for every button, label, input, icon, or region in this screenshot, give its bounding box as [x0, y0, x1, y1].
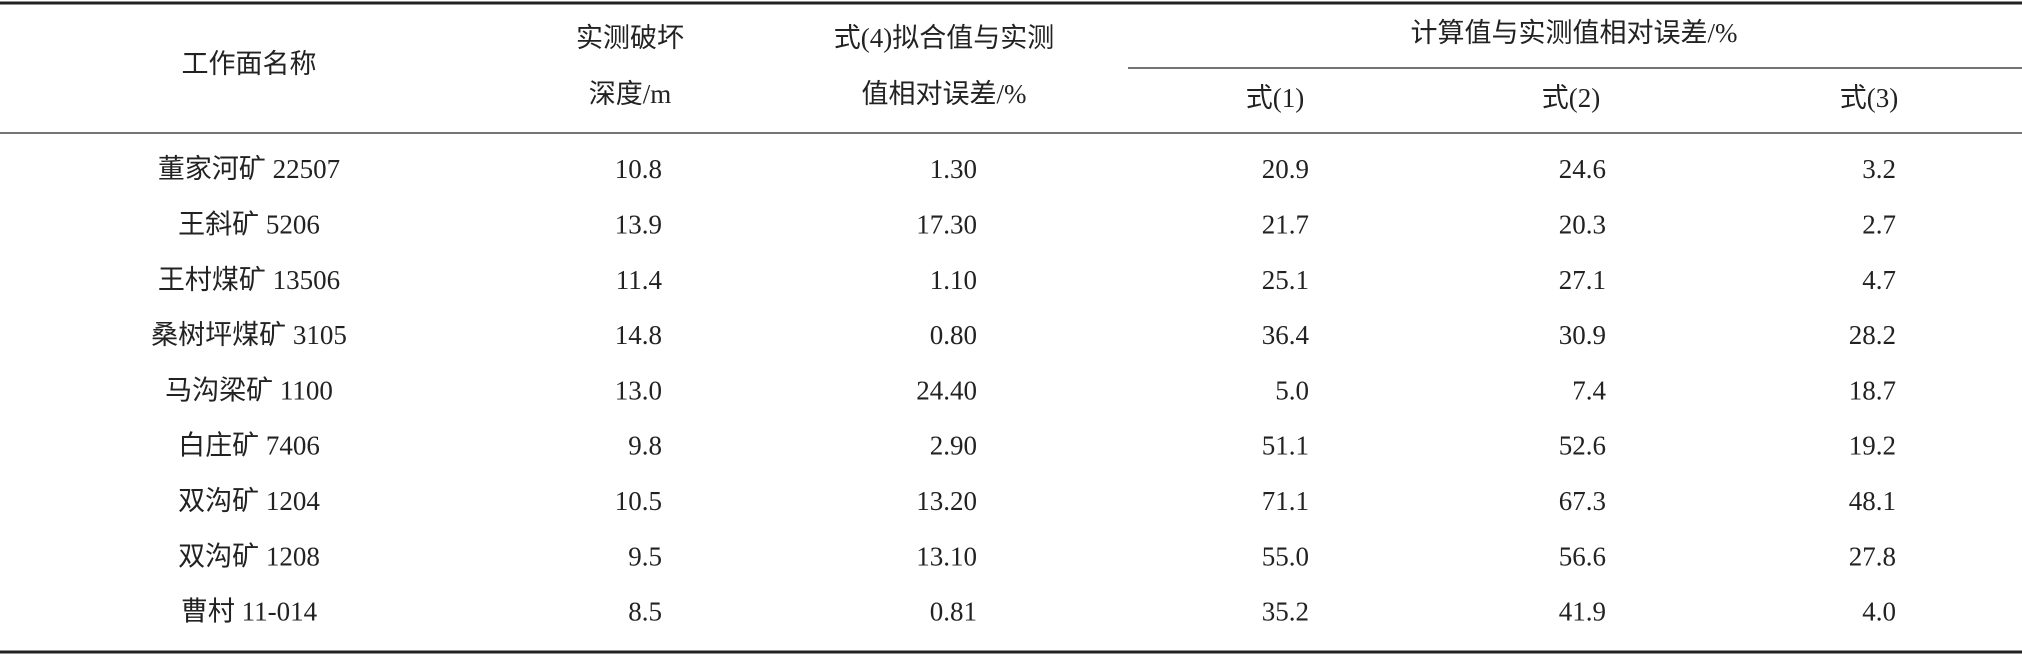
table-cell: 56.6	[1559, 541, 1606, 571]
table-cell: 双沟矿 1204	[178, 486, 320, 516]
table-cell: 9.5	[628, 541, 662, 571]
table-cell: 51.1	[1262, 431, 1309, 461]
table-cell: 王斜矿 5206	[178, 210, 320, 240]
table-cell: 36.4	[1262, 320, 1310, 350]
table-cell: 5.0	[1275, 375, 1309, 405]
table-cell: 0.81	[930, 597, 977, 627]
table-cell: 11.4	[616, 265, 663, 295]
table-cell: 白庄矿 7406	[178, 431, 320, 461]
table-cell: 20.3	[1559, 210, 1606, 240]
header-cell: 实测破坏	[576, 23, 684, 53]
table-cell: 双沟矿 1208	[178, 541, 320, 571]
table-cell: 2.7	[1862, 210, 1896, 240]
table-cell: 马沟梁矿 1100	[165, 375, 333, 405]
table-cell: 27.8	[1849, 541, 1896, 571]
header-cell: 式(1)	[1246, 83, 1304, 113]
table-cell: 28.2	[1849, 320, 1896, 350]
table-cell: 8.5	[628, 597, 662, 627]
table-cell: 18.7	[1849, 375, 1896, 405]
header-cell: 深度/m	[589, 79, 672, 109]
table-cell: 4.0	[1862, 597, 1896, 627]
table-cell: 67.3	[1559, 486, 1606, 516]
table-cell: 3.2	[1862, 154, 1896, 184]
table-cell: 王村煤矿 13506	[158, 265, 340, 295]
table-cell: 桑树坪煤矿 3105	[151, 320, 347, 350]
table-cell: 27.1	[1559, 265, 1606, 295]
table-cell: 52.6	[1559, 431, 1606, 461]
table-cell: 21.7	[1262, 210, 1309, 240]
table-cell: 19.2	[1849, 431, 1896, 461]
table-cell: 25.1	[1262, 265, 1309, 295]
table-cell: 10.5	[615, 486, 662, 516]
table-cell: 30.9	[1559, 320, 1606, 350]
table-cell: 13.0	[615, 375, 662, 405]
header-cell: 值相对误差/%	[862, 79, 1027, 109]
table-cell: 10.8	[615, 154, 662, 184]
header-cell: 式(3)	[1840, 83, 1898, 113]
table-cell: 48.1	[1849, 486, 1896, 516]
table-cell: 55.0	[1262, 541, 1309, 571]
table-cell: 24.6	[1559, 154, 1606, 184]
table-cell: 14.8	[615, 320, 662, 350]
table-cell: 20.9	[1262, 154, 1309, 184]
table-cell: 董家河矿 22507	[158, 154, 340, 184]
table-cell: 17.30	[916, 210, 977, 240]
table-cell: 71.1	[1262, 486, 1309, 516]
table-cell: 41.9	[1559, 597, 1606, 627]
table-cell: 13.20	[916, 486, 977, 516]
table-cell: 1.30	[930, 154, 977, 184]
table-cell: 2.90	[930, 431, 977, 461]
table-cell: 35.2	[1262, 597, 1309, 627]
header-cell: 式(2)	[1542, 83, 1600, 113]
table-cell: 24.40	[916, 375, 977, 405]
table-cell: 4.7	[1862, 265, 1896, 295]
table-cell: 7.4	[1572, 375, 1606, 405]
table-cell: 13.10	[916, 541, 977, 571]
table-cell: 1.10	[930, 265, 977, 295]
table-cell: 13.9	[615, 210, 662, 240]
table-cell: 曹村 11-014	[181, 597, 318, 627]
header-cell: 式(4)拟合值与实测	[834, 23, 1054, 53]
table-cell: 9.8	[628, 431, 662, 461]
header-cell: 工作面名称	[182, 49, 317, 79]
header-cell: 计算值与实测值相对误差/%	[1411, 18, 1738, 48]
table-cell: 0.80	[930, 320, 977, 350]
